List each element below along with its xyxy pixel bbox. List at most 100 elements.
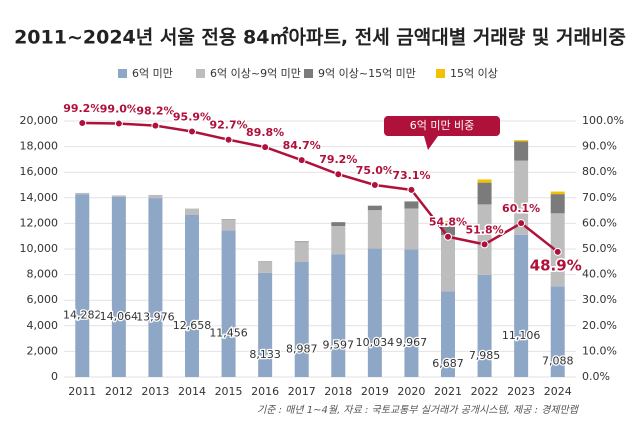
x-tick-label: 2013 <box>141 385 169 398</box>
bar-segment <box>294 242 309 262</box>
bar-segment <box>75 192 90 195</box>
line-value-label: 73.1% <box>392 169 430 182</box>
y2-tick-label: 20.0% <box>582 319 617 332</box>
line-marker <box>444 232 452 241</box>
annotation-box <box>384 116 500 150</box>
line-value-label: 60.1% <box>502 202 540 215</box>
bar-value-label: 13,976 <box>136 311 175 324</box>
bar-value-label: 11,456 <box>209 327 248 340</box>
bar-segment <box>477 204 492 275</box>
y-tick-label: 12,000 <box>20 216 59 229</box>
line-marker <box>517 219 526 228</box>
bar-value-label: 7,088 <box>542 355 574 368</box>
line-value-label: 92.7% <box>209 119 247 132</box>
line-value-label: 54.8% <box>429 216 467 229</box>
bar-segment <box>550 286 565 377</box>
y2-tick-label: 70.0% <box>582 191 617 204</box>
y2-tick-label: 50.0% <box>582 242 617 255</box>
line-marker <box>261 143 270 152</box>
legend-label: 15억 이상 <box>450 67 498 80</box>
bar-segment <box>477 274 492 377</box>
line-marker <box>114 119 123 128</box>
bar-value-label: 10,034 <box>356 336 395 349</box>
legend-swatch <box>196 69 205 78</box>
y2-tick-label: 10.0% <box>582 344 617 357</box>
line-value-label: 98.2% <box>136 105 174 118</box>
line-value-label: 99.0% <box>100 103 138 116</box>
x-tick-label: 2018 <box>324 385 352 398</box>
bar-segment <box>148 194 163 199</box>
bar-segment <box>258 261 273 273</box>
line-value-label: 89.8% <box>246 126 284 139</box>
y2-tick-label: 90.0% <box>582 140 617 153</box>
bar-segment <box>404 208 419 250</box>
bar-value-label: 8,987 <box>286 342 318 355</box>
x-tick-label: 2012 <box>105 385 133 398</box>
chart-title: 2011~2024년 서울 전용 84㎡아파트, 전세 금액대별 거래량 및 거… <box>14 26 626 49</box>
bar-segment <box>221 219 236 231</box>
bar-segment <box>148 198 163 377</box>
annotation: 6억 미만 비중 <box>410 119 475 132</box>
x-tick-label: 2017 <box>288 385 316 398</box>
y2-tick-label: 0.0% <box>582 370 610 383</box>
y-tick-label: 14,000 <box>20 191 59 204</box>
x-tick-label: 2024 <box>544 385 572 398</box>
bar-segment <box>111 195 126 197</box>
line-value-label: 99.2% <box>63 102 101 115</box>
bar-segment <box>441 221 455 223</box>
bar-value-label: 14,064 <box>100 310 139 323</box>
bar-segment <box>258 272 273 377</box>
bar-segment <box>367 205 382 211</box>
bar-segment <box>331 254 346 377</box>
y-tick-label: 6,000 <box>27 293 59 306</box>
y2-tick-label: 80.0% <box>582 165 617 178</box>
line <box>82 121 559 253</box>
x-tick-label: 2015 <box>215 385 243 398</box>
legend-swatch <box>436 69 445 78</box>
y-tick-label: 0 <box>51 370 58 383</box>
y-tick-label: 20,000 <box>20 114 59 127</box>
bar-segment <box>404 249 419 377</box>
bar-segment <box>550 191 565 195</box>
bar-segment <box>75 194 90 377</box>
y2-tick-label: 60.0% <box>582 216 617 229</box>
y-tick-label: 10,000 <box>20 242 59 255</box>
bar-segment <box>294 241 309 243</box>
bar-segment <box>111 196 126 377</box>
line-marker <box>224 135 233 144</box>
line-marker <box>334 170 343 179</box>
bar-segment <box>404 201 419 209</box>
bar-value-label: 11,106 <box>502 329 541 342</box>
bar-value-label: 14,282 <box>63 309 102 322</box>
line-marker <box>151 121 160 130</box>
x-tick-label: 2020 <box>397 385 425 398</box>
line-marker <box>370 181 379 189</box>
bar-segment <box>367 210 382 249</box>
line-marker <box>188 127 196 136</box>
y-tick-label: 16,000 <box>20 165 59 178</box>
line-marker <box>480 240 489 249</box>
bar-segment <box>294 261 309 377</box>
y2-tick-label: 30.0% <box>582 293 617 306</box>
bar-value-label: 9,597 <box>323 339 355 352</box>
bar-segment <box>221 230 236 377</box>
bar-segment <box>185 208 199 215</box>
legend-label: 9억 이상~15억 미만 <box>318 67 416 80</box>
line-marker <box>78 119 87 128</box>
line-marker <box>553 247 562 256</box>
legend-label: 6억 이상~9억 미만 <box>210 67 301 80</box>
x-tick-label: 2016 <box>251 385 279 398</box>
source: 기준 : 매년 1~4월, 자료 : 국토교통부 실거래가 공개시스템, 제공 … <box>257 404 580 416</box>
bar-value-label: 6,687 <box>432 357 464 370</box>
x-tick-label: 2022 <box>471 385 499 398</box>
bar-segment <box>514 141 529 161</box>
bar-value-label: 12,658 <box>173 319 212 332</box>
bar-segment <box>331 225 346 255</box>
bar-value-label: 8,133 <box>249 348 281 361</box>
line-value-label: 84.7% <box>283 139 321 152</box>
bar-segment <box>185 214 199 377</box>
line-value-label: 79.2% <box>319 153 357 166</box>
line-value-label: 95.9% <box>173 110 211 123</box>
legend-label: 6억 미만 <box>132 67 173 80</box>
